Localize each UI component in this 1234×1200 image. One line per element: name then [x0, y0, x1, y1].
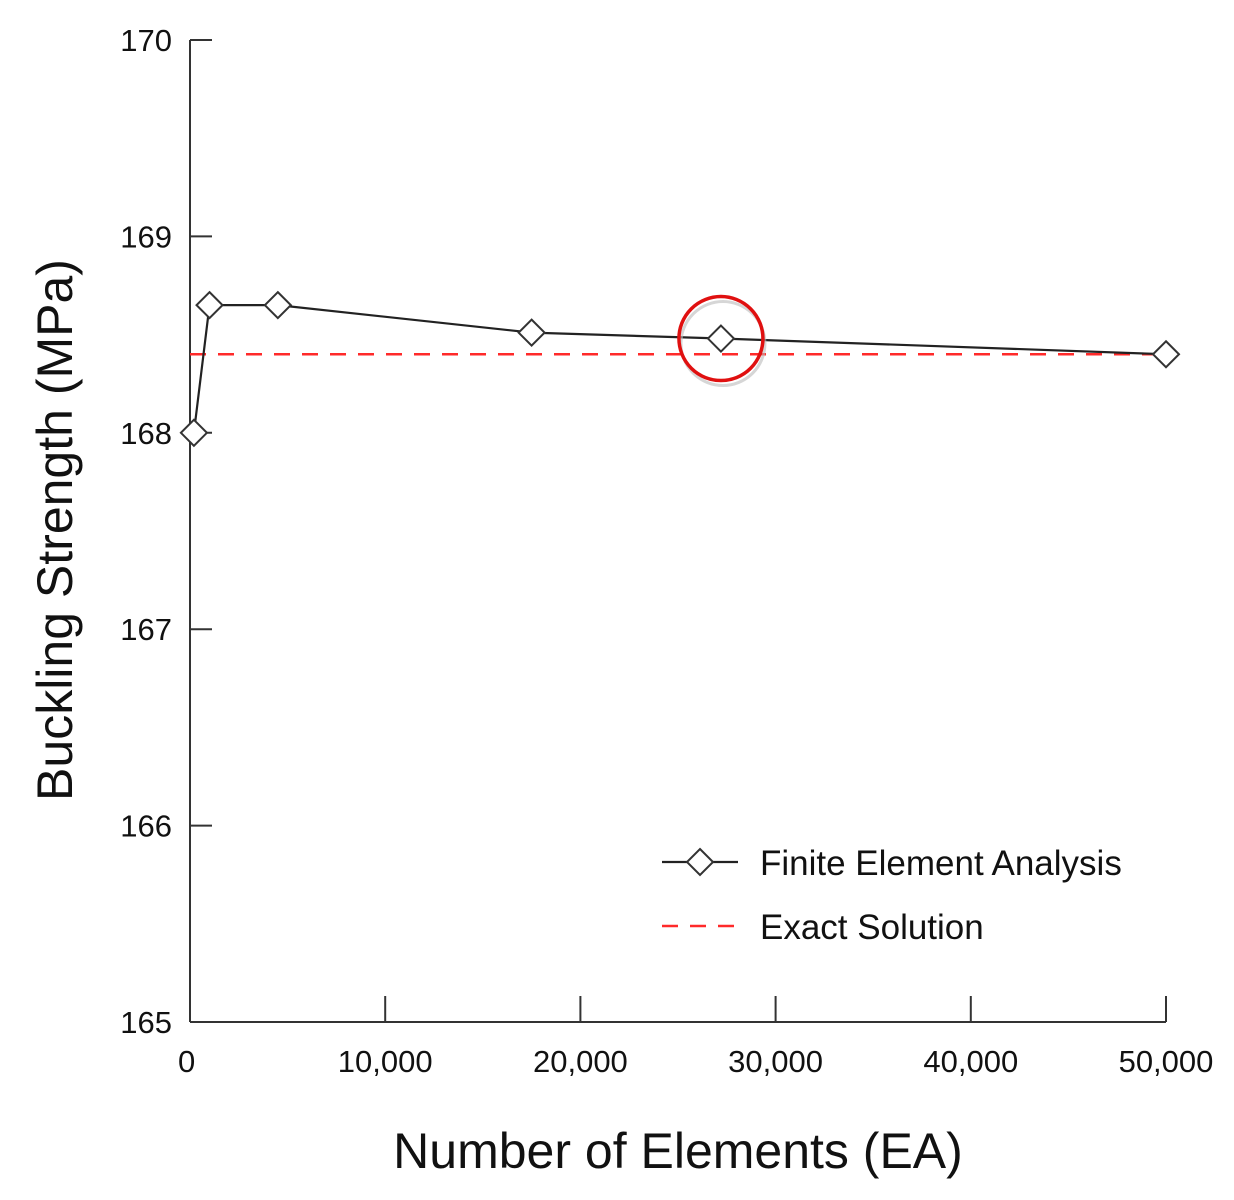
x-tick-label: 40,000	[923, 1044, 1018, 1079]
legend-swatch-marker	[685, 847, 715, 877]
highlight-circle	[677, 294, 765, 383]
y-tick-label: 166	[120, 809, 172, 844]
y-tick-label: 169	[120, 219, 172, 254]
x-tick-label: 0	[178, 1044, 195, 1079]
x-tick-label: 20,000	[533, 1044, 628, 1079]
data-point-marker	[195, 290, 224, 320]
data-point-marker	[706, 324, 736, 353]
y-axis-title: Buckling Strength (MPa)	[27, 259, 83, 801]
data-point-marker	[179, 418, 209, 448]
data-point-marker	[517, 318, 547, 348]
x-tick-label: 30,000	[728, 1044, 823, 1079]
data-point-marker	[263, 290, 293, 320]
axes: 165 166 167 168 169 170 0 10,000 20,000 30,000 40,…	[120, 23, 1213, 1079]
legend-label: Exact Solution	[760, 908, 984, 947]
data-point-marker	[1151, 339, 1181, 369]
x-tick-label: 10,000	[338, 1044, 433, 1079]
series-line-1	[192, 304, 1167, 433]
annotation-layer	[677, 294, 767, 388]
y-tick-label: 168	[120, 416, 172, 451]
x-tick-label: 50,000	[1119, 1044, 1214, 1079]
legend: Finite Element Analysis Exact Solution	[662, 844, 1122, 947]
x-axis-title: Number of Elements (EA)	[393, 1123, 963, 1179]
y-tick-label: 165	[120, 1005, 172, 1040]
y-tick-label: 167	[120, 612, 172, 647]
series-layer	[179, 290, 1181, 448]
y-tick-label: 170	[120, 23, 172, 58]
legend-label: Finite Element Analysis	[760, 844, 1122, 883]
